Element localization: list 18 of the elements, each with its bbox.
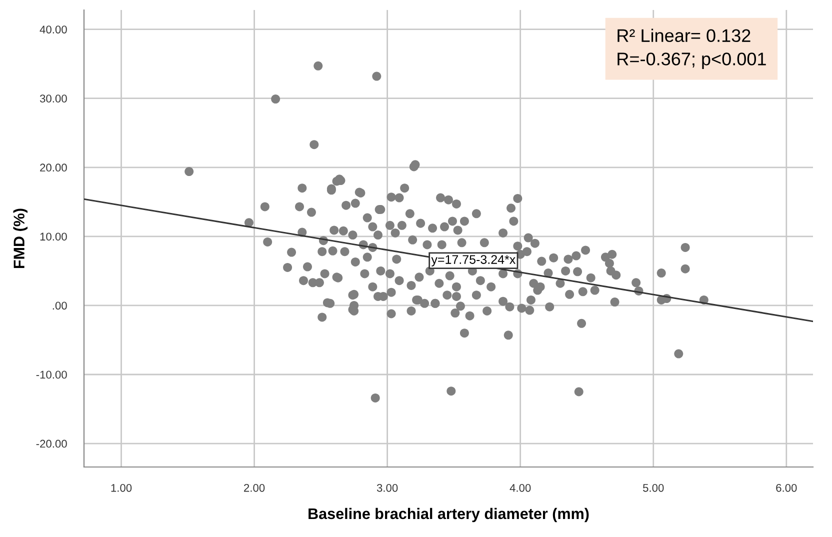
- annotation: R² Linear= 0.132: [618, 28, 750, 42]
- y-tick-label: 10.00: [40, 232, 67, 241]
- y-axis-title: FMD (%): [13, 208, 28, 268]
- x-tick-label: 4.00: [510, 484, 531, 492]
- x-axis-title: Baseline brachial artery diameter (mm): [308, 508, 589, 522]
- x-tick-label: 2.00: [244, 484, 265, 492]
- annotation: y=17.75-3.24*x: [431, 255, 516, 266]
- annotation: R=-0.367; p<0.001: [618, 52, 766, 69]
- y-tick-label: 20.00: [40, 164, 67, 172]
- x-tick-label: 1.00: [111, 484, 132, 492]
- y-tick-label: -20.00: [36, 440, 67, 448]
- y-tick-label: -10.00: [36, 370, 67, 379]
- y-tick-label: 30.00: [40, 94, 67, 102]
- x-tick-label: 5.00: [643, 484, 664, 492]
- y-tick-label: .00: [52, 302, 67, 310]
- x-tick-label: 3.00: [376, 484, 398, 492]
- x-tick-label: 6.00: [776, 484, 797, 492]
- y-tick-label: 40.00: [40, 26, 67, 34]
